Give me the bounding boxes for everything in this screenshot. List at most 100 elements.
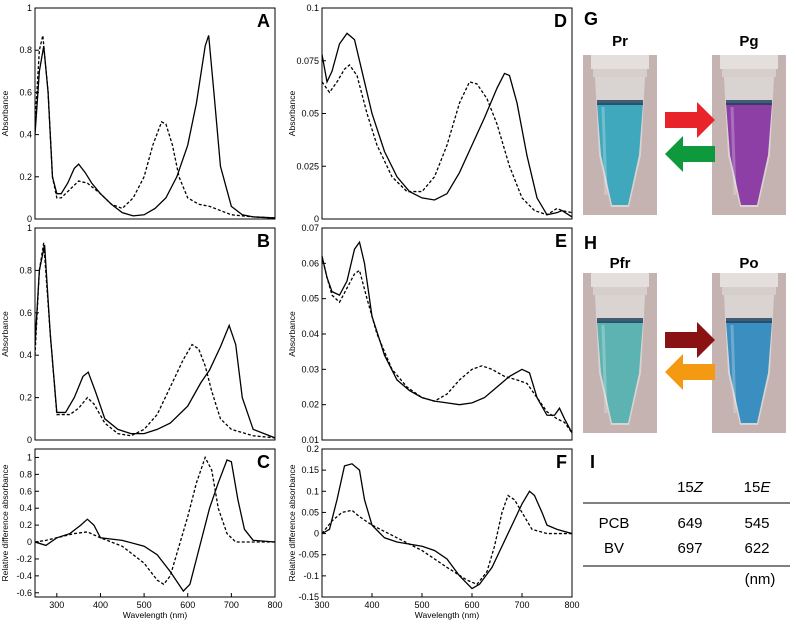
panel-label: G <box>584 9 598 29</box>
line-series <box>35 242 275 439</box>
plot-frame <box>321 448 573 598</box>
table-cell: 649 <box>677 515 702 532</box>
panel-label: I <box>590 452 595 472</box>
y-tick-label: 0.6 <box>19 308 32 318</box>
y-tick-label: -0.05 <box>298 550 319 560</box>
x-tick-label: 300 <box>49 600 64 610</box>
line-series <box>322 494 572 586</box>
line-series <box>322 256 572 434</box>
y-tick-label: 0.05 <box>301 507 319 517</box>
line-series <box>322 64 572 216</box>
y-tick-label: -0.15 <box>298 592 319 602</box>
y-tick-label: 1 <box>27 223 32 233</box>
y-tick-label: 0.2 <box>19 520 32 530</box>
y-axis-label: Absorbance <box>287 91 297 137</box>
header-isomer: E <box>760 479 771 496</box>
header-num: 15 <box>744 479 761 496</box>
arrow <box>665 102 715 138</box>
y-tick-label: 0.03 <box>301 364 319 374</box>
table-header: 15E <box>744 479 772 496</box>
panel-label: C <box>257 452 270 472</box>
y-tick-label: -0.6 <box>16 588 32 598</box>
y-tick-label: 0.6 <box>19 87 32 97</box>
x-axis-label: Wavelength (nm) <box>415 610 480 620</box>
y-tick-label: 1 <box>27 452 32 462</box>
y-axis-label: Absorbance <box>287 311 297 357</box>
line-series <box>322 32 572 218</box>
panel-label: H <box>584 233 597 253</box>
y-tick-label: 0.07 <box>301 223 319 233</box>
x-axis-label: Wavelength (nm) <box>123 610 188 620</box>
arrow <box>665 354 715 390</box>
line-series <box>35 35 275 219</box>
arrow <box>665 136 715 172</box>
tube-photo <box>712 55 786 215</box>
y-tick-label: 1 <box>27 3 32 13</box>
header-num: 15 <box>677 479 694 496</box>
table-cell: PCB <box>599 515 630 532</box>
x-tick-label: 400 <box>93 600 108 610</box>
table-cell: 697 <box>677 540 702 557</box>
x-tick-label: 800 <box>267 600 282 610</box>
y-tick-label: 0.6 <box>19 486 32 496</box>
y-tick-label: 0.02 <box>301 400 319 410</box>
y-axis-label: Relative difference absorbance <box>287 464 297 581</box>
x-tick-label: 700 <box>224 600 239 610</box>
tube-photo <box>712 273 786 433</box>
x-tick-label: 800 <box>564 600 579 610</box>
y-tick-label: -0.1 <box>303 571 319 581</box>
table-cell: 622 <box>744 540 769 557</box>
y-tick-label: 0.8 <box>19 469 32 479</box>
y-tick-label: 0.1 <box>306 486 319 496</box>
y-tick-label: 0.2 <box>306 444 319 454</box>
plot-frame <box>34 227 276 441</box>
y-tick-label: 0.04 <box>301 329 319 339</box>
table-cell: BV <box>604 540 624 557</box>
header-isomer: Z <box>693 479 704 496</box>
arrow <box>665 322 715 358</box>
y-tick-label: 0.2 <box>19 393 32 403</box>
line-series <box>35 35 275 219</box>
line-series <box>35 459 275 593</box>
plot-frame <box>34 7 276 220</box>
y-tick-label: -0.2 <box>16 554 32 564</box>
x-tick-label: 400 <box>364 600 379 610</box>
y-tick-label: 0.05 <box>301 294 319 304</box>
y-tick-label: 0 <box>27 214 32 224</box>
panel-label: A <box>257 11 270 31</box>
y-tick-label: 0.01 <box>301 435 319 445</box>
line-series <box>322 463 572 590</box>
y-tick-label: 0.4 <box>19 503 32 513</box>
y-tick-label: 0.1 <box>306 3 319 13</box>
photo-label: Po <box>739 255 758 272</box>
y-tick-label: 0 <box>27 537 32 547</box>
y-tick-label: 0.4 <box>19 350 32 360</box>
x-tick-label: 600 <box>464 600 479 610</box>
panel-label: D <box>554 11 567 31</box>
y-axis-label: Absorbance <box>0 91 10 137</box>
table-header: 15Z <box>677 479 704 496</box>
panel-label: F <box>556 452 567 472</box>
y-tick-label: 0.05 <box>301 109 319 119</box>
y-tick-label: 0.15 <box>301 465 319 475</box>
y-tick-label: 0 <box>314 529 319 539</box>
y-axis-label: Absorbance <box>0 311 10 357</box>
x-tick-label: 500 <box>414 600 429 610</box>
x-tick-label: 600 <box>180 600 195 610</box>
line-series <box>35 244 275 439</box>
y-tick-label: 0 <box>27 435 32 445</box>
line-series <box>35 455 275 586</box>
x-tick-label: 300 <box>314 600 329 610</box>
photo-label: Pg <box>739 33 758 50</box>
y-tick-label: 0.4 <box>19 130 32 140</box>
x-tick-label: 500 <box>137 600 152 610</box>
line-series <box>322 240 572 434</box>
y-tick-label: -0.4 <box>16 571 32 581</box>
y-tick-label: 0.2 <box>19 172 32 182</box>
y-tick-label: 0 <box>314 214 319 224</box>
tube-photo <box>583 55 657 215</box>
y-tick-label: 0.8 <box>19 45 32 55</box>
plot-frame <box>321 227 573 441</box>
